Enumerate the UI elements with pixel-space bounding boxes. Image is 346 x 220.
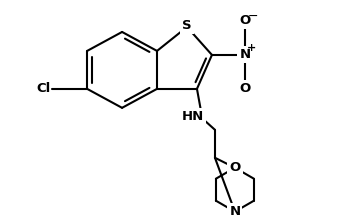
Text: S: S: [182, 19, 192, 33]
Text: N: N: [229, 161, 240, 174]
Text: N: N: [229, 205, 240, 218]
Text: −: −: [248, 9, 258, 22]
Text: Cl: Cl: [36, 82, 50, 95]
Text: O: O: [239, 15, 251, 28]
Text: O: O: [229, 161, 240, 174]
Text: HN: HN: [182, 110, 204, 123]
Text: +: +: [247, 43, 256, 53]
Text: N: N: [239, 48, 251, 61]
Text: O: O: [239, 82, 251, 95]
